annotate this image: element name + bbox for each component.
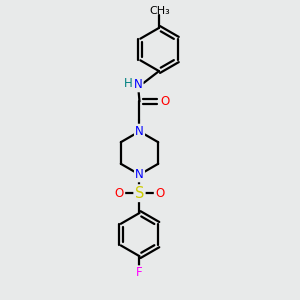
Text: O: O xyxy=(155,187,164,200)
Text: N: N xyxy=(134,78,142,91)
Text: N: N xyxy=(135,125,144,138)
Text: F: F xyxy=(136,266,143,280)
Text: S: S xyxy=(135,186,144,201)
Text: CH₃: CH₃ xyxy=(149,5,170,16)
Text: O: O xyxy=(160,95,169,108)
Text: O: O xyxy=(115,187,124,200)
Text: N: N xyxy=(135,168,144,181)
Text: H: H xyxy=(124,76,133,90)
